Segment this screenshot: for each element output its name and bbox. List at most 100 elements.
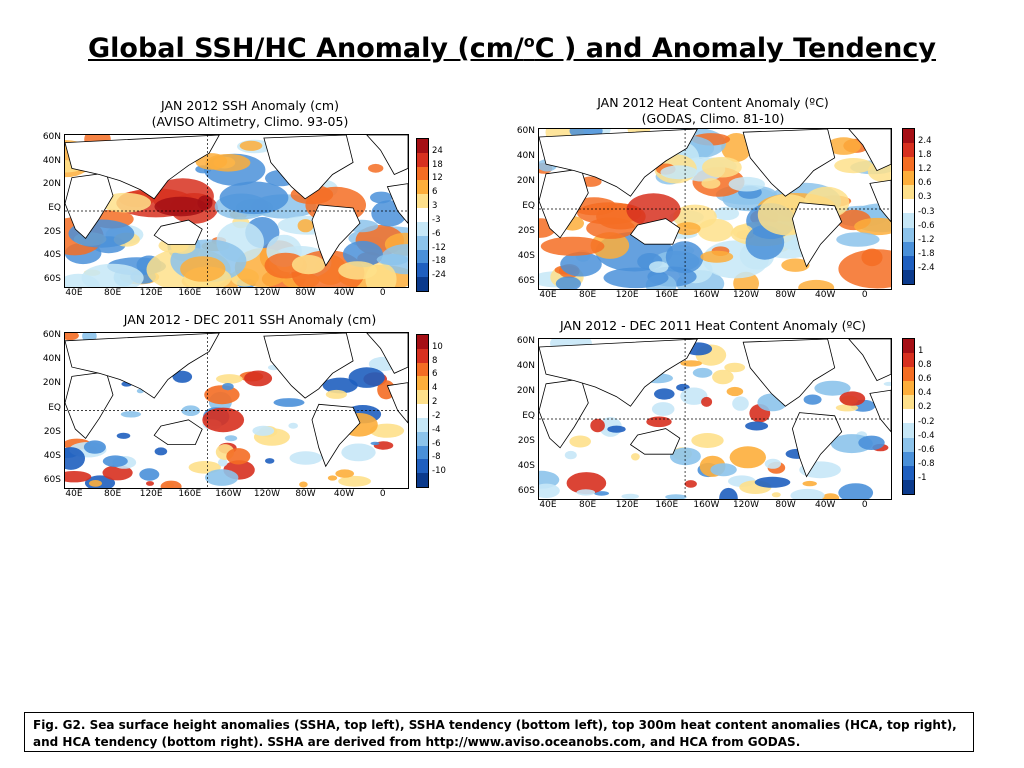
colorbar-label: -0.3 bbox=[918, 206, 935, 217]
colorbar-swatch bbox=[417, 473, 428, 487]
anomaly-blob bbox=[728, 176, 765, 192]
anomaly-blob bbox=[858, 435, 885, 450]
lon-tick-label: 40W bbox=[333, 288, 355, 298]
heat-content-anomaly-panel: JAN 2012 Heat Content Anomaly (ºC) (GODA… bbox=[508, 93, 935, 308]
lat-tick-label: 20N bbox=[516, 176, 535, 186]
colorbar-label: 1.8 bbox=[918, 150, 932, 161]
coastline bbox=[386, 382, 408, 424]
colorbar-swatch bbox=[417, 362, 428, 377]
lon-tick-label: 40W bbox=[815, 500, 836, 510]
coastline bbox=[311, 403, 361, 468]
anomaly-blob bbox=[745, 225, 785, 260]
anomaly-blob bbox=[649, 261, 669, 273]
anomaly-blob bbox=[322, 377, 358, 394]
anomaly-blob bbox=[826, 137, 861, 155]
anomaly-blob bbox=[803, 394, 822, 405]
anomaly-blob bbox=[590, 232, 630, 259]
coastline bbox=[153, 219, 203, 245]
colorbar-swatch bbox=[417, 180, 428, 195]
colorbar-label: -1 bbox=[918, 472, 927, 483]
colorbar-label: -24 bbox=[432, 270, 446, 281]
colorbar-swatch bbox=[417, 152, 428, 167]
anomaly-blob bbox=[564, 450, 577, 460]
coastline bbox=[65, 371, 114, 440]
lon-tick-label: 120E bbox=[615, 290, 639, 300]
lon-tick-label: 40W bbox=[333, 489, 355, 499]
lon-tick-label: 0 bbox=[861, 290, 868, 300]
anomaly-blob bbox=[348, 367, 385, 388]
anomaly-blob bbox=[116, 432, 131, 439]
coastline bbox=[869, 179, 891, 223]
anomaly-blob bbox=[719, 487, 738, 499]
colorbar-label: 0.6 bbox=[918, 178, 932, 189]
colorbar-label: -0.2 bbox=[918, 416, 935, 427]
anomaly-blob bbox=[252, 425, 275, 436]
colorbar-label: 6 bbox=[432, 187, 438, 198]
lat-tick-label: 20N bbox=[516, 386, 535, 396]
coastline bbox=[311, 204, 361, 267]
lat-tick-label: 40N bbox=[516, 151, 535, 161]
colorbar-swatch bbox=[417, 194, 428, 209]
lat-tick-label: 20N bbox=[42, 378, 61, 389]
anomaly-blob bbox=[226, 448, 251, 465]
anomaly-blob bbox=[289, 451, 323, 465]
colorbar-swatch bbox=[417, 417, 428, 432]
panel-title: JAN 2012 SSH Anomaly (cm) bbox=[161, 98, 339, 113]
anomaly-blob bbox=[218, 458, 228, 467]
colorbar-label: 1.2 bbox=[918, 164, 932, 175]
colorbar-swatch bbox=[903, 353, 914, 368]
lon-tick-label: 120W bbox=[732, 500, 760, 510]
colorbar-swatch bbox=[903, 437, 914, 452]
colorbar-label: 24 bbox=[432, 145, 443, 156]
colorbar-swatch bbox=[903, 255, 914, 270]
coastline bbox=[791, 202, 843, 268]
anomaly-blob bbox=[338, 261, 377, 280]
anomaly-blob bbox=[790, 488, 825, 499]
anomaly-blob bbox=[814, 380, 851, 396]
colorbar-label: 2 bbox=[432, 397, 438, 408]
anomaly-blob bbox=[540, 236, 605, 256]
lon-tick-label: 80W bbox=[295, 489, 316, 499]
lon-tick-label: 40E bbox=[65, 288, 83, 298]
colorbar-label: -1.2 bbox=[918, 234, 935, 245]
lon-tick-label: 160E bbox=[178, 288, 202, 298]
anomaly-blob bbox=[697, 218, 734, 242]
map-plot bbox=[64, 134, 409, 288]
colorbar-label: -6 bbox=[432, 228, 441, 239]
lon-tick-label: 120W bbox=[253, 288, 280, 298]
anomaly-blob bbox=[341, 443, 376, 462]
colorbar bbox=[416, 138, 429, 292]
anomaly-blob bbox=[376, 254, 408, 266]
anomaly-blob bbox=[835, 404, 859, 412]
anomaly-blob bbox=[204, 385, 240, 405]
anomaly-blob bbox=[569, 435, 591, 448]
lon-tick-label: 160E bbox=[178, 489, 202, 499]
map-plot bbox=[64, 332, 409, 489]
anomaly-blob bbox=[89, 480, 102, 487]
coastline bbox=[848, 129, 891, 172]
colorbar-label: -0.6 bbox=[918, 220, 935, 231]
anomaly-blob bbox=[651, 402, 675, 416]
anomaly-blob bbox=[726, 386, 744, 397]
colorbar-label: -0.4 bbox=[918, 430, 935, 441]
anomaly-field bbox=[539, 339, 891, 499]
colorbar-swatch bbox=[417, 277, 428, 291]
anomaly-blob bbox=[691, 433, 724, 448]
anomaly-blob bbox=[299, 481, 308, 488]
lat-tick-label: EQ bbox=[522, 411, 535, 421]
anomaly-blob bbox=[83, 440, 106, 454]
anomaly-blob bbox=[216, 374, 243, 384]
anomaly-blob bbox=[81, 263, 144, 287]
map-plot bbox=[538, 128, 892, 290]
colorbar-swatch bbox=[417, 249, 428, 264]
slide-title: Global SSH/HC Anomaly (cm/oC ) and Anoma… bbox=[88, 32, 936, 64]
colorbar-label: 4 bbox=[432, 383, 438, 394]
colorbar bbox=[902, 338, 915, 495]
lon-tick-label: 80W bbox=[775, 500, 796, 510]
colorbar-swatch bbox=[417, 348, 428, 363]
anomaly-blob bbox=[576, 489, 596, 496]
coastline bbox=[742, 339, 836, 407]
anomaly-blob bbox=[822, 493, 840, 499]
anomaly-blob bbox=[798, 279, 835, 289]
colorbar-swatch bbox=[417, 404, 428, 418]
